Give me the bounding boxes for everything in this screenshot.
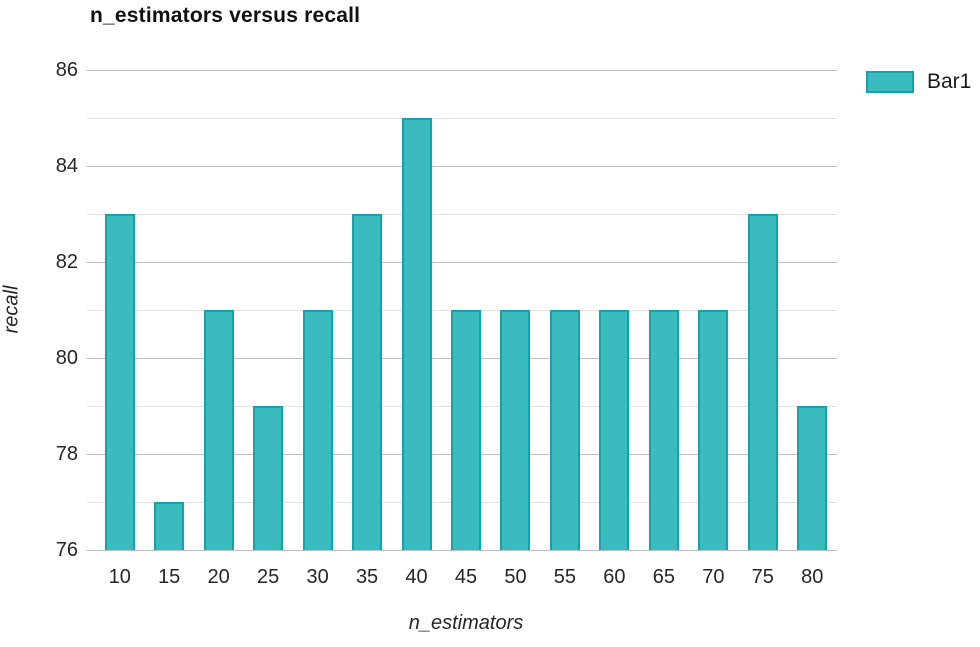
y-tick-label: 86 bbox=[55, 59, 78, 81]
bar bbox=[747, 214, 778, 550]
bar bbox=[104, 214, 135, 550]
chart-title: n_estimators versus recall bbox=[90, 4, 361, 27]
bar bbox=[599, 310, 630, 550]
y-tick-label: 82 bbox=[55, 251, 78, 273]
bar bbox=[451, 310, 481, 550]
bar bbox=[797, 406, 828, 550]
y-tick-mark bbox=[87, 406, 95, 407]
bar bbox=[401, 118, 432, 550]
y-tick-label: 76 bbox=[55, 539, 78, 561]
y-tick-mark bbox=[87, 70, 95, 71]
y-tick-mark bbox=[87, 118, 95, 119]
bar bbox=[648, 310, 679, 550]
major-gridline bbox=[95, 70, 837, 71]
x-axis-title: n_estimators bbox=[408, 612, 524, 634]
bar bbox=[203, 310, 234, 550]
major-gridline bbox=[95, 550, 837, 551]
y-tick-mark bbox=[87, 502, 95, 503]
major-gridline bbox=[95, 166, 837, 167]
x-tick-label: 10 bbox=[108, 566, 131, 588]
y-tick-label: 80 bbox=[55, 347, 78, 369]
x-tick-label: 50 bbox=[504, 566, 527, 588]
x-tick-label: 25 bbox=[257, 566, 280, 588]
y-tick-mark bbox=[87, 214, 95, 215]
x-tick-label: 70 bbox=[702, 566, 725, 588]
y-tick-mark bbox=[87, 262, 95, 263]
bar bbox=[154, 502, 185, 550]
legend-swatch bbox=[866, 71, 914, 93]
x-tick-label: 55 bbox=[553, 566, 577, 588]
x-tick-label: 30 bbox=[306, 566, 329, 588]
y-tick-mark bbox=[87, 454, 95, 455]
bar bbox=[549, 310, 580, 550]
x-tick-label: 45 bbox=[454, 566, 478, 588]
x-tick-label: 15 bbox=[158, 566, 181, 588]
bar bbox=[352, 214, 383, 550]
bar bbox=[698, 310, 729, 550]
minor-gridline bbox=[95, 118, 837, 119]
bar bbox=[253, 406, 284, 550]
x-tick-label: 80 bbox=[801, 566, 824, 588]
x-tick-label: 65 bbox=[652, 566, 675, 588]
legend: Bar1 bbox=[866, 70, 971, 94]
y-tick-mark bbox=[87, 358, 95, 359]
minor-gridline bbox=[95, 214, 837, 215]
y-tick-mark bbox=[87, 550, 95, 551]
x-tick-label: 40 bbox=[405, 566, 428, 588]
major-gridline bbox=[95, 262, 837, 263]
x-tick-label: 20 bbox=[207, 566, 230, 588]
plot-area bbox=[95, 70, 837, 551]
bar bbox=[302, 310, 333, 550]
y-axis-title: recall bbox=[0, 285, 23, 334]
bar bbox=[500, 310, 531, 550]
y-tick-label: 78 bbox=[55, 443, 78, 465]
x-tick-label: 60 bbox=[603, 566, 626, 588]
legend-label: Bar1 bbox=[927, 70, 972, 93]
x-tick-label: 75 bbox=[751, 566, 774, 588]
y-tick-mark bbox=[87, 310, 95, 311]
y-tick-mark bbox=[87, 166, 95, 167]
x-tick-label: 35 bbox=[355, 566, 379, 588]
y-tick-label: 84 bbox=[55, 155, 78, 177]
